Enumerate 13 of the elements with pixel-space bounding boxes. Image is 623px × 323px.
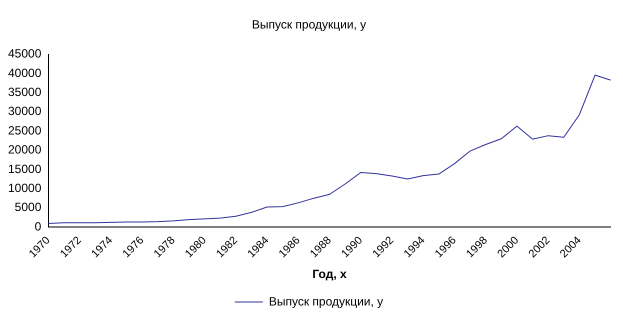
- y-tick-label: 45000: [8, 46, 42, 61]
- y-tick-label: 0: [34, 219, 42, 234]
- y-tick-label: 25000: [8, 123, 42, 138]
- y-tick-label: 40000: [8, 66, 42, 80]
- legend-label: Выпуск продукции, y: [268, 294, 384, 308]
- y-tick-label: 35000: [8, 85, 42, 100]
- y-tick-label: 30000: [8, 104, 42, 118]
- y-tick-label: 15000: [8, 162, 42, 176]
- y-tick-label: 10000: [8, 180, 42, 195]
- y-tick-label: 5000: [14, 200, 42, 214]
- x-axis-title: Год, x: [312, 267, 348, 282]
- chart-title: Выпуск продукции, y: [252, 18, 366, 32]
- y-tick-label: 20000: [8, 142, 42, 157]
